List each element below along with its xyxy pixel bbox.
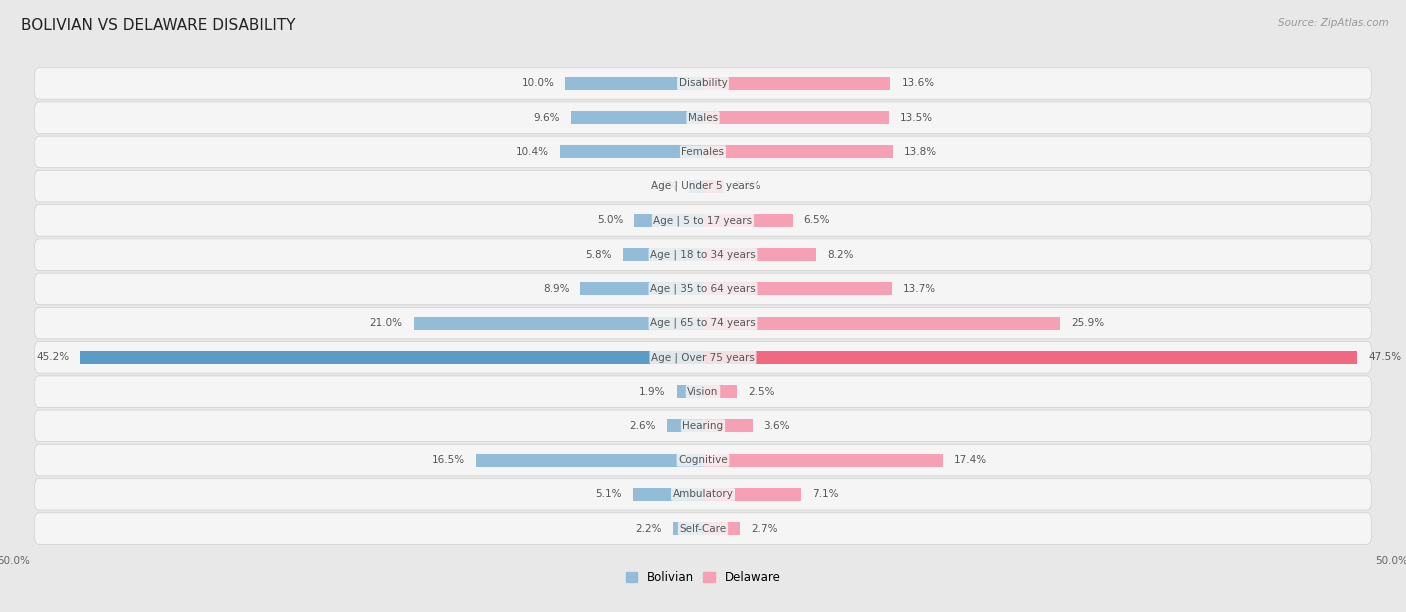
Text: 25.9%: 25.9% — [1071, 318, 1104, 328]
Text: 13.8%: 13.8% — [904, 147, 938, 157]
Bar — [703, 214, 793, 227]
Bar — [703, 248, 815, 261]
Bar — [703, 488, 801, 501]
FancyBboxPatch shape — [35, 410, 1371, 442]
Bar — [703, 77, 890, 90]
Bar — [571, 111, 703, 124]
FancyBboxPatch shape — [35, 513, 1371, 544]
Bar — [668, 419, 703, 432]
Text: Source: ZipAtlas.com: Source: ZipAtlas.com — [1278, 18, 1389, 28]
Bar — [413, 316, 703, 330]
Text: 2.2%: 2.2% — [636, 523, 662, 534]
Bar — [475, 453, 703, 466]
FancyBboxPatch shape — [35, 376, 1371, 408]
Legend: Bolivian, Delaware: Bolivian, Delaware — [621, 567, 785, 589]
Text: 2.5%: 2.5% — [748, 387, 775, 397]
Bar — [565, 77, 703, 90]
Text: 3.6%: 3.6% — [763, 421, 790, 431]
Text: Age | 18 to 34 years: Age | 18 to 34 years — [650, 250, 756, 260]
Text: 2.6%: 2.6% — [630, 421, 657, 431]
Text: 21.0%: 21.0% — [370, 318, 402, 328]
FancyBboxPatch shape — [35, 239, 1371, 271]
FancyBboxPatch shape — [35, 136, 1371, 168]
Text: Age | Under 5 years: Age | Under 5 years — [651, 181, 755, 192]
Text: 10.4%: 10.4% — [516, 147, 548, 157]
Text: 2.7%: 2.7% — [751, 523, 778, 534]
Bar — [634, 214, 703, 227]
FancyBboxPatch shape — [35, 204, 1371, 236]
Text: 5.0%: 5.0% — [596, 215, 623, 225]
Text: 5.8%: 5.8% — [585, 250, 612, 259]
FancyBboxPatch shape — [35, 479, 1371, 510]
Bar — [633, 488, 703, 501]
Bar — [703, 453, 943, 466]
Bar — [581, 282, 703, 296]
Text: Age | Over 75 years: Age | Over 75 years — [651, 352, 755, 362]
Bar — [703, 316, 1060, 330]
Text: Age | 5 to 17 years: Age | 5 to 17 years — [654, 215, 752, 226]
FancyBboxPatch shape — [35, 68, 1371, 99]
FancyBboxPatch shape — [35, 273, 1371, 305]
Text: Cognitive: Cognitive — [678, 455, 728, 465]
Bar — [703, 146, 893, 159]
FancyBboxPatch shape — [35, 341, 1371, 373]
Text: BOLIVIAN VS DELAWARE DISABILITY: BOLIVIAN VS DELAWARE DISABILITY — [21, 18, 295, 34]
Text: 13.6%: 13.6% — [901, 78, 935, 89]
Text: Hearing: Hearing — [682, 421, 724, 431]
FancyBboxPatch shape — [35, 444, 1371, 476]
Text: 8.9%: 8.9% — [543, 284, 569, 294]
Text: 5.1%: 5.1% — [595, 490, 621, 499]
Bar — [703, 111, 889, 124]
Text: Vision: Vision — [688, 387, 718, 397]
Text: 9.6%: 9.6% — [533, 113, 560, 122]
Text: Females: Females — [682, 147, 724, 157]
Bar — [703, 180, 724, 193]
Text: 6.5%: 6.5% — [804, 215, 830, 225]
Text: 1.9%: 1.9% — [640, 387, 666, 397]
Text: Self-Care: Self-Care — [679, 523, 727, 534]
FancyBboxPatch shape — [35, 307, 1371, 339]
Text: 10.0%: 10.0% — [522, 78, 554, 89]
Bar — [703, 419, 752, 432]
Text: Disability: Disability — [679, 78, 727, 89]
Text: 8.2%: 8.2% — [827, 250, 853, 259]
FancyBboxPatch shape — [35, 102, 1371, 133]
Text: 1.0%: 1.0% — [652, 181, 678, 191]
Bar — [676, 385, 703, 398]
Bar — [703, 385, 738, 398]
Text: 13.5%: 13.5% — [900, 113, 934, 122]
Text: Males: Males — [688, 113, 718, 122]
Text: 45.2%: 45.2% — [37, 353, 69, 362]
Bar — [560, 146, 703, 159]
Text: 47.5%: 47.5% — [1368, 353, 1402, 362]
Text: Age | 65 to 74 years: Age | 65 to 74 years — [650, 318, 756, 329]
Bar — [80, 351, 703, 364]
Text: 1.5%: 1.5% — [735, 181, 761, 191]
Text: Ambulatory: Ambulatory — [672, 490, 734, 499]
Bar — [689, 180, 703, 193]
Text: 7.1%: 7.1% — [811, 490, 838, 499]
Text: 13.7%: 13.7% — [903, 284, 936, 294]
Bar — [623, 248, 703, 261]
Bar — [703, 351, 1358, 364]
Text: Age | 35 to 64 years: Age | 35 to 64 years — [650, 283, 756, 294]
Bar — [672, 522, 703, 535]
Bar — [703, 282, 891, 296]
FancyBboxPatch shape — [35, 170, 1371, 202]
Text: 17.4%: 17.4% — [953, 455, 987, 465]
Text: 16.5%: 16.5% — [432, 455, 464, 465]
Bar — [703, 522, 740, 535]
